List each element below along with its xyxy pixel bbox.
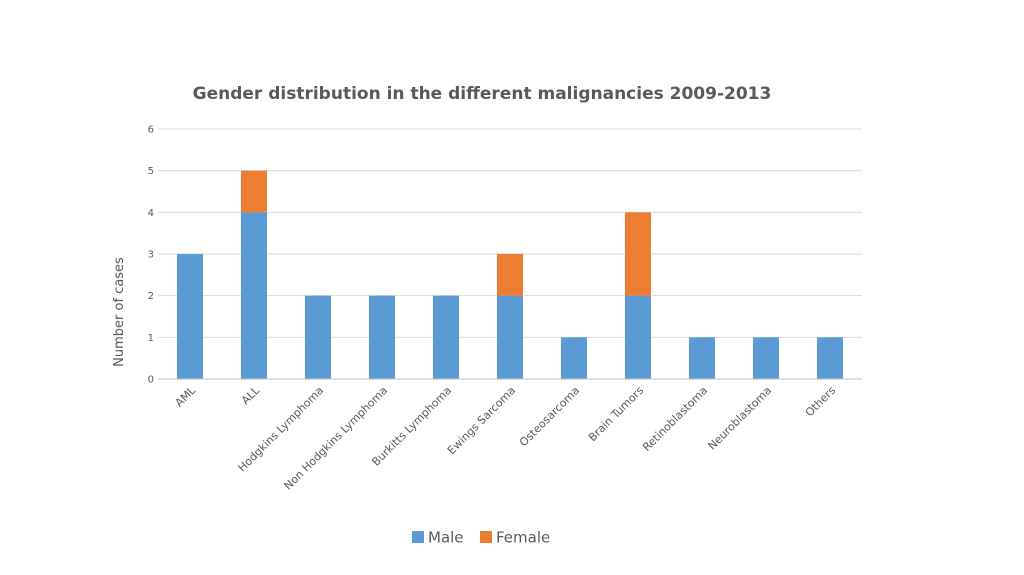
bar-female-1 bbox=[241, 170, 267, 213]
y-tick-label: 6 bbox=[148, 125, 154, 136]
bar-male-3 bbox=[369, 295, 395, 379]
legend: Male Female bbox=[412, 529, 550, 547]
legend-swatch-male bbox=[412, 531, 424, 543]
bar-male-8 bbox=[689, 337, 715, 379]
x-tick-label: Others bbox=[803, 384, 839, 420]
bar-male-7 bbox=[625, 295, 651, 379]
bar-male-2 bbox=[305, 295, 331, 379]
x-tick-label: Non Hodgkins Lymphoma bbox=[282, 384, 391, 493]
x-tick-label: AML bbox=[173, 383, 199, 409]
legend-label-male: Male bbox=[428, 529, 464, 547]
x-tick-label: Retinoblastoma bbox=[640, 384, 710, 454]
y-tick-label: 3 bbox=[148, 250, 154, 261]
y-tick-label: 4 bbox=[148, 208, 154, 219]
bar-male-5 bbox=[497, 295, 523, 379]
bars bbox=[177, 170, 843, 379]
bar-female-5 bbox=[497, 254, 523, 296]
bar-male-0 bbox=[177, 254, 203, 379]
y-tick-label: 2 bbox=[148, 291, 154, 302]
bar-female-7 bbox=[625, 212, 651, 296]
y-tick-label: 1 bbox=[148, 333, 154, 344]
y-axis-ticks: 0 1 2 3 4 5 6 bbox=[148, 125, 154, 386]
x-tick-label: Ewings Sarcoma bbox=[445, 384, 518, 457]
bar-male-1 bbox=[241, 212, 267, 379]
y-axis-label: Number of cases bbox=[112, 257, 127, 367]
bar-male-4 bbox=[433, 295, 459, 379]
bar-male-10 bbox=[817, 337, 843, 379]
x-tick-label: Osteosarcoma bbox=[517, 384, 582, 449]
bar-male-9 bbox=[753, 337, 779, 379]
legend-label-female: Female bbox=[496, 529, 550, 547]
x-tick-label: Brain Tumors bbox=[586, 384, 646, 444]
bar-male-6 bbox=[561, 337, 587, 379]
x-tick-label: Neuroblastoma bbox=[706, 384, 775, 453]
chart-title: Gender distribution in the different mal… bbox=[193, 84, 772, 104]
x-tick-label: ALL bbox=[239, 383, 263, 407]
y-tick-label: 5 bbox=[148, 166, 154, 177]
y-tick-label: 0 bbox=[148, 375, 154, 386]
legend-swatch-female bbox=[480, 531, 492, 543]
